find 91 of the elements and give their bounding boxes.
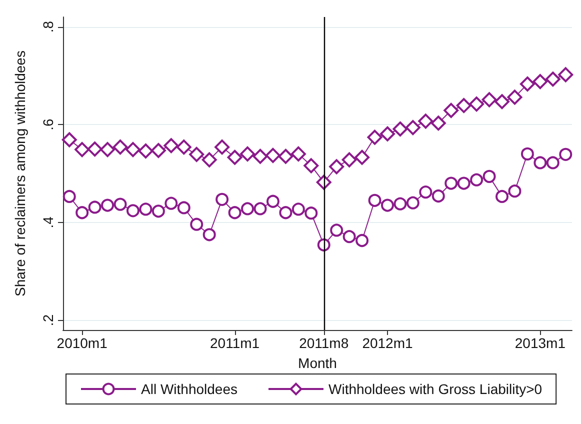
point xyxy=(176,140,192,155)
point xyxy=(520,147,534,160)
point xyxy=(482,92,497,108)
point xyxy=(534,156,547,170)
point xyxy=(456,98,472,114)
point xyxy=(266,194,280,208)
point xyxy=(381,198,394,212)
x-axis-title: Month xyxy=(298,355,337,371)
point xyxy=(152,204,165,218)
y-tick-label: .2 xyxy=(40,314,56,326)
point xyxy=(228,206,242,220)
legend-label: All Withholdees xyxy=(141,381,238,397)
point xyxy=(112,140,128,155)
x-tick-label: 2010m1 xyxy=(56,335,108,351)
point xyxy=(329,159,344,174)
y-tick-label: .6 xyxy=(40,118,56,130)
point xyxy=(342,152,357,168)
point xyxy=(241,202,254,216)
point xyxy=(139,202,152,216)
point xyxy=(150,143,166,158)
point xyxy=(469,96,484,112)
point xyxy=(392,121,408,136)
point xyxy=(125,142,140,158)
point xyxy=(508,184,522,198)
point xyxy=(444,102,459,118)
y-tick-label: .8 xyxy=(40,20,56,33)
point xyxy=(74,142,90,158)
point xyxy=(494,94,510,110)
point xyxy=(394,197,407,210)
point xyxy=(482,170,496,183)
point xyxy=(457,176,470,190)
point xyxy=(101,198,114,212)
point xyxy=(114,198,127,211)
point xyxy=(62,190,76,203)
point xyxy=(559,148,572,161)
point xyxy=(164,196,178,210)
point xyxy=(304,158,319,174)
legend-label: Withholdees with Gross Liability>0 xyxy=(328,381,542,397)
point xyxy=(76,206,89,220)
point xyxy=(138,144,154,159)
point xyxy=(87,142,102,157)
point xyxy=(356,234,369,247)
point xyxy=(342,230,356,244)
x-tick-label: 2011m1 xyxy=(210,335,260,351)
point xyxy=(214,140,230,155)
point xyxy=(507,90,522,105)
point xyxy=(290,146,306,162)
point xyxy=(430,116,446,131)
point xyxy=(240,146,256,162)
point xyxy=(62,132,77,148)
point xyxy=(418,114,434,129)
point xyxy=(126,204,140,218)
point xyxy=(354,150,370,165)
point xyxy=(444,176,458,190)
point xyxy=(367,130,382,145)
x-tick-label: 2013m1 xyxy=(514,335,566,351)
point xyxy=(368,194,382,207)
point xyxy=(190,218,204,231)
point xyxy=(432,190,445,202)
point xyxy=(304,206,318,220)
point xyxy=(380,126,395,142)
y-tick-label: .4 xyxy=(40,216,56,228)
point xyxy=(164,138,179,154)
point xyxy=(546,156,560,170)
point xyxy=(292,202,305,216)
point xyxy=(278,148,294,164)
point xyxy=(88,200,102,214)
point xyxy=(405,120,420,136)
y-axis-title: Share of reclaimers among withholdees xyxy=(12,50,28,296)
point xyxy=(330,224,344,237)
point xyxy=(227,150,242,165)
point xyxy=(252,148,268,164)
point xyxy=(202,228,216,242)
point xyxy=(419,186,432,199)
point xyxy=(520,76,535,92)
point xyxy=(265,148,280,163)
point xyxy=(532,74,548,90)
point xyxy=(406,196,420,210)
point xyxy=(189,146,204,162)
point xyxy=(216,192,229,206)
point xyxy=(254,202,267,216)
x-tick-label: 2012m1 xyxy=(362,335,413,351)
point xyxy=(558,67,574,82)
point xyxy=(177,201,190,214)
point xyxy=(545,72,560,87)
point xyxy=(470,173,484,186)
point xyxy=(100,142,116,158)
point xyxy=(202,152,217,168)
point xyxy=(279,206,292,220)
x-tick-label: 2011m8 xyxy=(299,335,349,351)
point xyxy=(496,190,509,203)
